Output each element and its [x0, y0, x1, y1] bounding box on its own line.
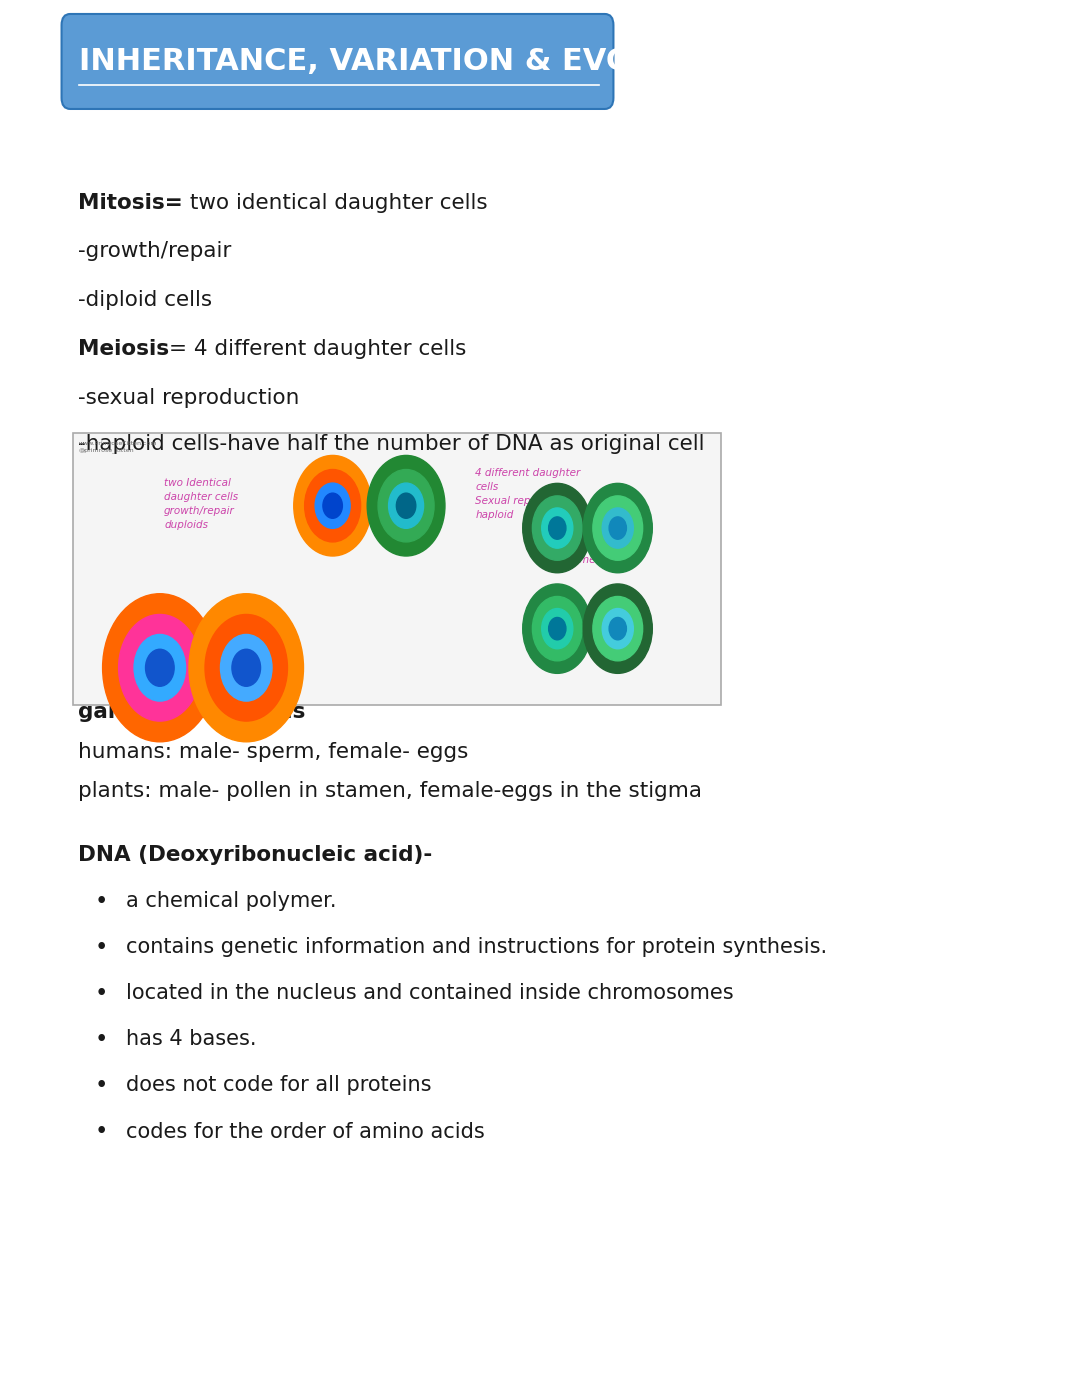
Text: -haploid cells-have half the number of DNA as original cell: -haploid cells-have half the number of D…: [78, 434, 704, 454]
Text: 4 different daughter
cells
Sexual reproduction
haploid: 4 different daughter cells Sexual reprod…: [475, 468, 580, 520]
Circle shape: [323, 493, 342, 518]
Circle shape: [609, 517, 626, 539]
Text: two Identical
daughter cells
growth/repair
duploids: two Identical daughter cells growth/repa…: [164, 478, 239, 529]
Text: •: •: [95, 1028, 108, 1051]
Circle shape: [205, 615, 287, 721]
Text: contains genetic information and instructions for protein synthesis.: contains genetic information and instruc…: [126, 937, 827, 957]
Text: INHERITANCE, VARIATION & EVOLUTIO: INHERITANCE, VARIATION & EVOLUTIO: [79, 47, 732, 75]
Circle shape: [593, 597, 643, 661]
Circle shape: [583, 584, 652, 673]
Circle shape: [583, 483, 652, 573]
Circle shape: [542, 609, 572, 648]
Circle shape: [549, 617, 566, 640]
Circle shape: [189, 594, 303, 742]
Circle shape: [603, 509, 633, 548]
Circle shape: [367, 455, 445, 556]
Text: plants: male- pollen in stamen, female-eggs in the stigma: plants: male- pollen in stamen, female-e…: [78, 781, 702, 800]
Circle shape: [542, 509, 572, 548]
Circle shape: [609, 617, 626, 640]
Text: located in the nucleus and contained inside chromosomes: located in the nucleus and contained ins…: [126, 983, 734, 1003]
Text: two identical daughter cells: two identical daughter cells: [183, 193, 487, 212]
Circle shape: [315, 483, 350, 528]
Text: -growth/repair: -growth/repair: [78, 242, 231, 261]
Circle shape: [523, 483, 592, 573]
Text: Mitosis=: Mitosis=: [78, 193, 183, 212]
Circle shape: [523, 584, 592, 673]
Text: -sexual reproduction: -sexual reproduction: [78, 388, 299, 408]
Circle shape: [532, 496, 582, 560]
Text: codes for the order of amino acids: codes for the order of amino acids: [126, 1122, 485, 1141]
Circle shape: [396, 493, 416, 518]
Text: •: •: [95, 1120, 108, 1143]
Text: a chemical polymer.: a chemical polymer.: [126, 891, 337, 911]
Text: •: •: [95, 890, 108, 912]
Circle shape: [549, 517, 566, 539]
Text: •: •: [95, 936, 108, 958]
Circle shape: [305, 469, 361, 542]
Text: gametes- Sex cells: gametes- Sex cells: [78, 703, 306, 722]
FancyBboxPatch shape: [62, 14, 613, 109]
Circle shape: [119, 615, 201, 721]
Text: = 4 different daughter cells: = 4 different daughter cells: [168, 339, 467, 359]
Circle shape: [232, 650, 260, 686]
Circle shape: [294, 455, 372, 556]
Text: does not code for all proteins: does not code for all proteins: [126, 1076, 432, 1095]
FancyBboxPatch shape: [73, 433, 721, 705]
Text: gametes: gametes: [567, 555, 612, 564]
Text: Meiosis: Meiosis: [78, 339, 168, 359]
Circle shape: [593, 496, 643, 560]
Circle shape: [532, 597, 582, 661]
Text: •: •: [95, 1074, 108, 1097]
Text: DNA (Deoxyribonucleic acid)-: DNA (Deoxyribonucleic acid)-: [78, 845, 432, 865]
Circle shape: [220, 634, 272, 701]
Circle shape: [603, 609, 633, 648]
Circle shape: [378, 469, 434, 542]
Circle shape: [103, 594, 217, 742]
Text: -diploid cells: -diploid cells: [78, 291, 212, 310]
Text: •: •: [95, 982, 108, 1004]
Circle shape: [389, 483, 423, 528]
Circle shape: [134, 634, 186, 701]
Text: has 4 bases.: has 4 bases.: [126, 1030, 257, 1049]
Text: www.PrimroseKitten.com
@primrose_kitten: www.PrimroseKitten.com @primrose_kitten: [79, 441, 158, 453]
Circle shape: [146, 650, 174, 686]
Text: humans: male- sperm, female- eggs: humans: male- sperm, female- eggs: [78, 742, 468, 761]
